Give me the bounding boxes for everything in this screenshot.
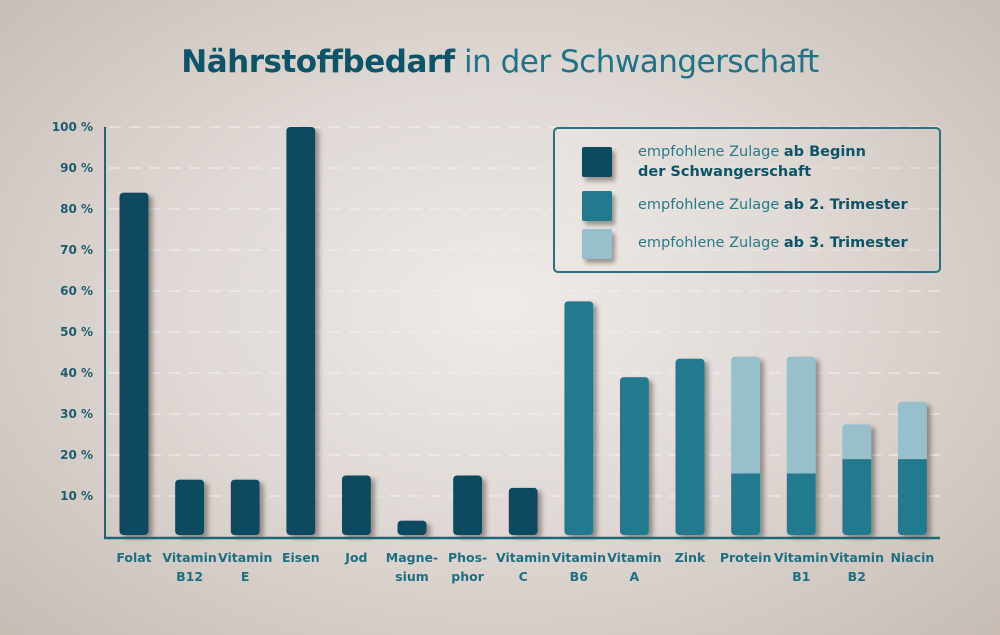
bar-trimester2: [786, 473, 816, 535]
legend-item-trimester3: empfohlene Zulage ab 3. Trimester: [582, 229, 908, 259]
bar-beginn: [453, 475, 483, 535]
bar-beginn: [175, 479, 205, 536]
x-tick-label: Vitamin B6: [552, 550, 606, 584]
bar-group: [897, 401, 927, 536]
x-tick-label: Vitamin B1: [774, 550, 828, 584]
bar-trimester2: [619, 377, 649, 535]
bar-group: [564, 301, 594, 535]
bars: [119, 127, 927, 536]
bar-group: [619, 377, 649, 535]
bar-trimester3: [786, 356, 816, 474]
bar-group: [731, 356, 761, 535]
y-tick-label: 20 %: [60, 448, 93, 462]
legend: empfohlene Zulage ab Beginn der Schwanger…: [553, 127, 941, 273]
x-tick-label: Protein: [720, 550, 772, 565]
bar-trimester2: [731, 473, 761, 535]
bar-beginn: [341, 475, 371, 535]
y-tick-label: 30 %: [60, 407, 93, 421]
bar-beginn: [119, 192, 149, 535]
chart-title-bold: Nährstoffbedarf: [181, 44, 455, 80]
bar-beginn: [286, 127, 316, 535]
chart-title-regular: in der Schwangerschaft: [454, 44, 819, 80]
x-tick-label: Niacin: [891, 550, 935, 565]
legend-label-beginn: empfohlene Zulage ab Beginn der Schwanger…: [638, 144, 866, 180]
bar-group: [786, 356, 816, 535]
legend-item-beginn: empfohlene Zulage ab Beginn der Schwanger…: [582, 144, 866, 180]
x-tick-label: Vitamin B12: [162, 550, 216, 584]
x-tick-label: Eisen: [282, 550, 320, 565]
bar-trimester2: [675, 358, 705, 535]
bar-trimester2: [842, 459, 872, 535]
x-tick-label: Vitamin E: [218, 550, 272, 584]
y-tick-label: 60 %: [60, 284, 93, 298]
chart-title: Nährstoffbedarf in der Schwangerschaft: [0, 44, 1000, 80]
bar-trimester3: [897, 401, 927, 460]
y-tick-label: 90 %: [60, 161, 93, 175]
bar-trimester3: [842, 424, 872, 460]
bar-group: [341, 475, 371, 535]
y-tick-label: 70 %: [60, 243, 93, 257]
y-tick-label: 10 %: [60, 489, 93, 503]
legend-item-trimester2: empfohlene Zulage ab 2. Trimester: [582, 191, 908, 221]
y-tick-label: 100 %: [52, 120, 93, 134]
bar-trimester2: [897, 459, 927, 536]
bar-beginn: [397, 520, 427, 535]
bar-trimester2: [564, 301, 594, 535]
bar-trimester3: [731, 356, 761, 474]
bar-beginn: [508, 487, 538, 535]
x-tick-label: Vitamin B2: [830, 550, 884, 584]
x-tick-label: Zink: [675, 550, 706, 565]
x-tick-label: Folat: [116, 550, 151, 565]
y-tick-label: 80 %: [60, 202, 93, 216]
legend-label-trimester3: empfohlene Zulage ab 3. Trimester: [638, 235, 908, 251]
x-tick-label: Jod: [344, 550, 367, 565]
bar-group: [453, 475, 483, 535]
bar-group: [397, 520, 427, 535]
bar-group: [286, 127, 316, 535]
legend-label-trimester2: empfohlene Zulage ab 2. Trimester: [638, 197, 908, 213]
y-axis-ticks: 10 % 20 % 30 % 40 % 50 % 60 % 70 % 80 % 90 % 100 …: [52, 120, 93, 503]
x-tick-label: Vitamin C: [496, 550, 550, 584]
bar-group: [230, 479, 260, 536]
legend-swatch-trimester2: [582, 191, 612, 221]
legend-swatch-beginn: [582, 147, 612, 177]
bar-group: [175, 479, 205, 536]
x-tick-label: Vitamin A: [607, 550, 661, 584]
x-tick-label: Magne-sium: [386, 550, 438, 584]
bar-group: [508, 487, 538, 535]
x-tick-label: Phos-phor: [448, 550, 487, 584]
bar-beginn: [230, 479, 260, 536]
y-tick-label: 50 %: [60, 325, 93, 339]
y-tick-label: 40 %: [60, 366, 93, 380]
bar-group: [119, 192, 149, 535]
legend-swatch-trimester3: [582, 229, 612, 259]
bar-group: [842, 424, 872, 535]
bar-group: [675, 358, 705, 535]
